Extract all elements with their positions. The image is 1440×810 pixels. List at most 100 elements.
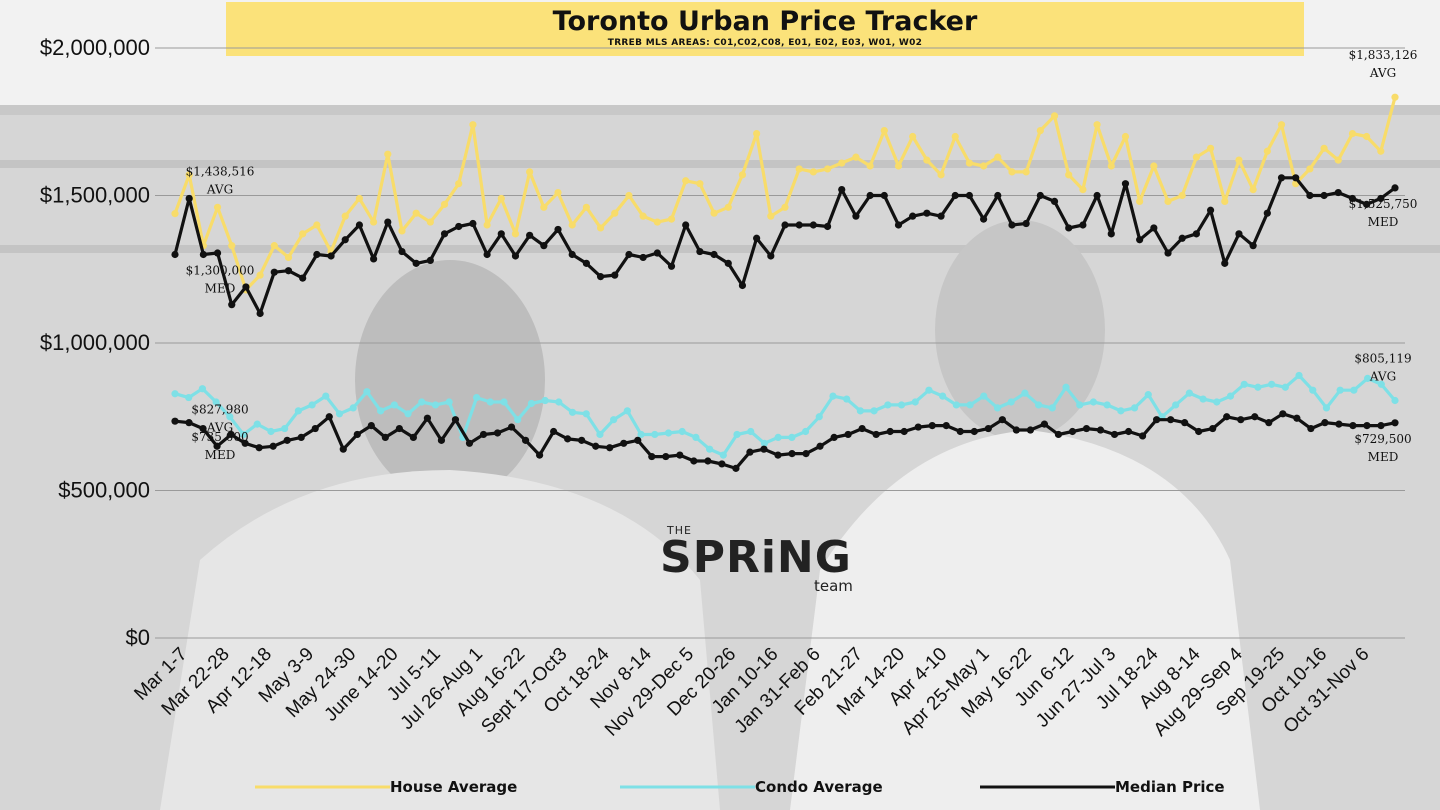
y-tick-label: $0 — [126, 625, 150, 650]
data-point — [1012, 426, 1020, 434]
data-point — [267, 427, 275, 436]
data-point — [662, 452, 670, 461]
data-point — [1335, 420, 1343, 428]
data-point — [535, 451, 544, 459]
data-point — [1265, 419, 1273, 427]
data-point — [900, 427, 908, 436]
data-point — [242, 283, 250, 291]
data-point — [710, 209, 718, 217]
data-point — [521, 436, 530, 444]
logo-main-text: SPRiNG — [660, 532, 852, 583]
data-point — [1206, 206, 1215, 214]
annotation-tag: AVG — [1369, 369, 1396, 383]
data-point — [980, 215, 988, 223]
data-point — [809, 221, 817, 229]
data-point — [1223, 413, 1231, 421]
data-point — [956, 427, 964, 436]
legend-label: Median Price — [1115, 778, 1225, 796]
data-point — [802, 450, 810, 458]
data-point — [418, 398, 426, 406]
annotation-value: $1,300,000 — [186, 264, 255, 278]
data-point — [199, 250, 207, 259]
data-point — [313, 221, 321, 229]
annotation-value: $1,525,750 — [1349, 197, 1418, 211]
data-point — [984, 424, 992, 433]
logo-the-text: THE — [667, 524, 692, 537]
data-point — [451, 416, 460, 424]
data-point — [1050, 112, 1059, 120]
data-point — [774, 451, 782, 459]
data-point — [1277, 174, 1286, 182]
data-point — [582, 203, 590, 211]
data-point — [1167, 416, 1175, 424]
data-point — [384, 150, 392, 158]
data-point — [228, 301, 236, 309]
data-point — [795, 221, 803, 229]
data-point — [795, 165, 803, 173]
data-point — [1235, 230, 1243, 238]
y-tick-label: $2,000,000 — [40, 35, 150, 60]
data-point — [682, 177, 690, 185]
data-point — [185, 393, 193, 402]
data-point — [241, 439, 249, 447]
data-point — [815, 413, 823, 421]
series-line — [174, 412, 1396, 470]
data-point — [753, 129, 761, 138]
data-point — [710, 250, 718, 259]
data-point — [1008, 221, 1016, 229]
data-point — [511, 230, 520, 238]
data-point — [311, 424, 319, 433]
data-point — [651, 430, 659, 439]
data-point — [1363, 132, 1371, 141]
y-tick-label: $500,000 — [58, 478, 150, 503]
data-point — [692, 433, 700, 441]
series-line — [174, 373, 1397, 457]
data-point — [664, 429, 673, 437]
data-point — [299, 230, 307, 238]
chart-title: Toronto Urban Price Tracker — [552, 6, 978, 37]
data-point — [1377, 147, 1385, 155]
data-point — [866, 162, 874, 170]
data-point — [620, 439, 628, 447]
data-point — [914, 423, 922, 431]
data-point — [937, 171, 945, 179]
data-point — [540, 242, 548, 250]
data-point — [838, 186, 846, 194]
data-point — [747, 427, 755, 436]
data-point — [384, 218, 392, 226]
title-banner: Toronto Urban Price Tracker TRREB MLS AR… — [226, 2, 1304, 56]
series-group — [171, 93, 1399, 472]
data-point — [690, 457, 698, 465]
data-point — [952, 401, 960, 409]
data-point — [1209, 424, 1217, 433]
data-point — [437, 436, 446, 444]
data-point — [479, 430, 488, 439]
data-point — [1107, 230, 1115, 238]
data-point — [1036, 127, 1044, 135]
data-point — [1363, 200, 1371, 208]
data-point — [526, 231, 534, 239]
data-point — [381, 433, 389, 441]
data-point — [404, 410, 412, 418]
data-point — [732, 464, 740, 472]
data-point — [965, 159, 974, 167]
data-point — [228, 242, 236, 250]
annotation-tag: AVG — [206, 183, 233, 197]
data-point — [355, 194, 364, 203]
data-point — [335, 410, 344, 418]
data-point — [212, 398, 220, 406]
data-point — [1130, 404, 1139, 412]
data-point — [431, 401, 440, 409]
data-point — [994, 191, 1002, 200]
data-point — [1263, 147, 1271, 155]
data-point — [1349, 422, 1357, 430]
data-point — [281, 424, 289, 433]
data-point — [724, 203, 732, 211]
data-point — [823, 165, 832, 173]
data-point — [1336, 386, 1344, 394]
annotation-tag: MED — [205, 448, 236, 462]
data-point — [269, 442, 277, 450]
data-point — [1377, 380, 1385, 388]
data-point — [1213, 398, 1221, 406]
annotation-tag: AVG — [1369, 66, 1396, 80]
